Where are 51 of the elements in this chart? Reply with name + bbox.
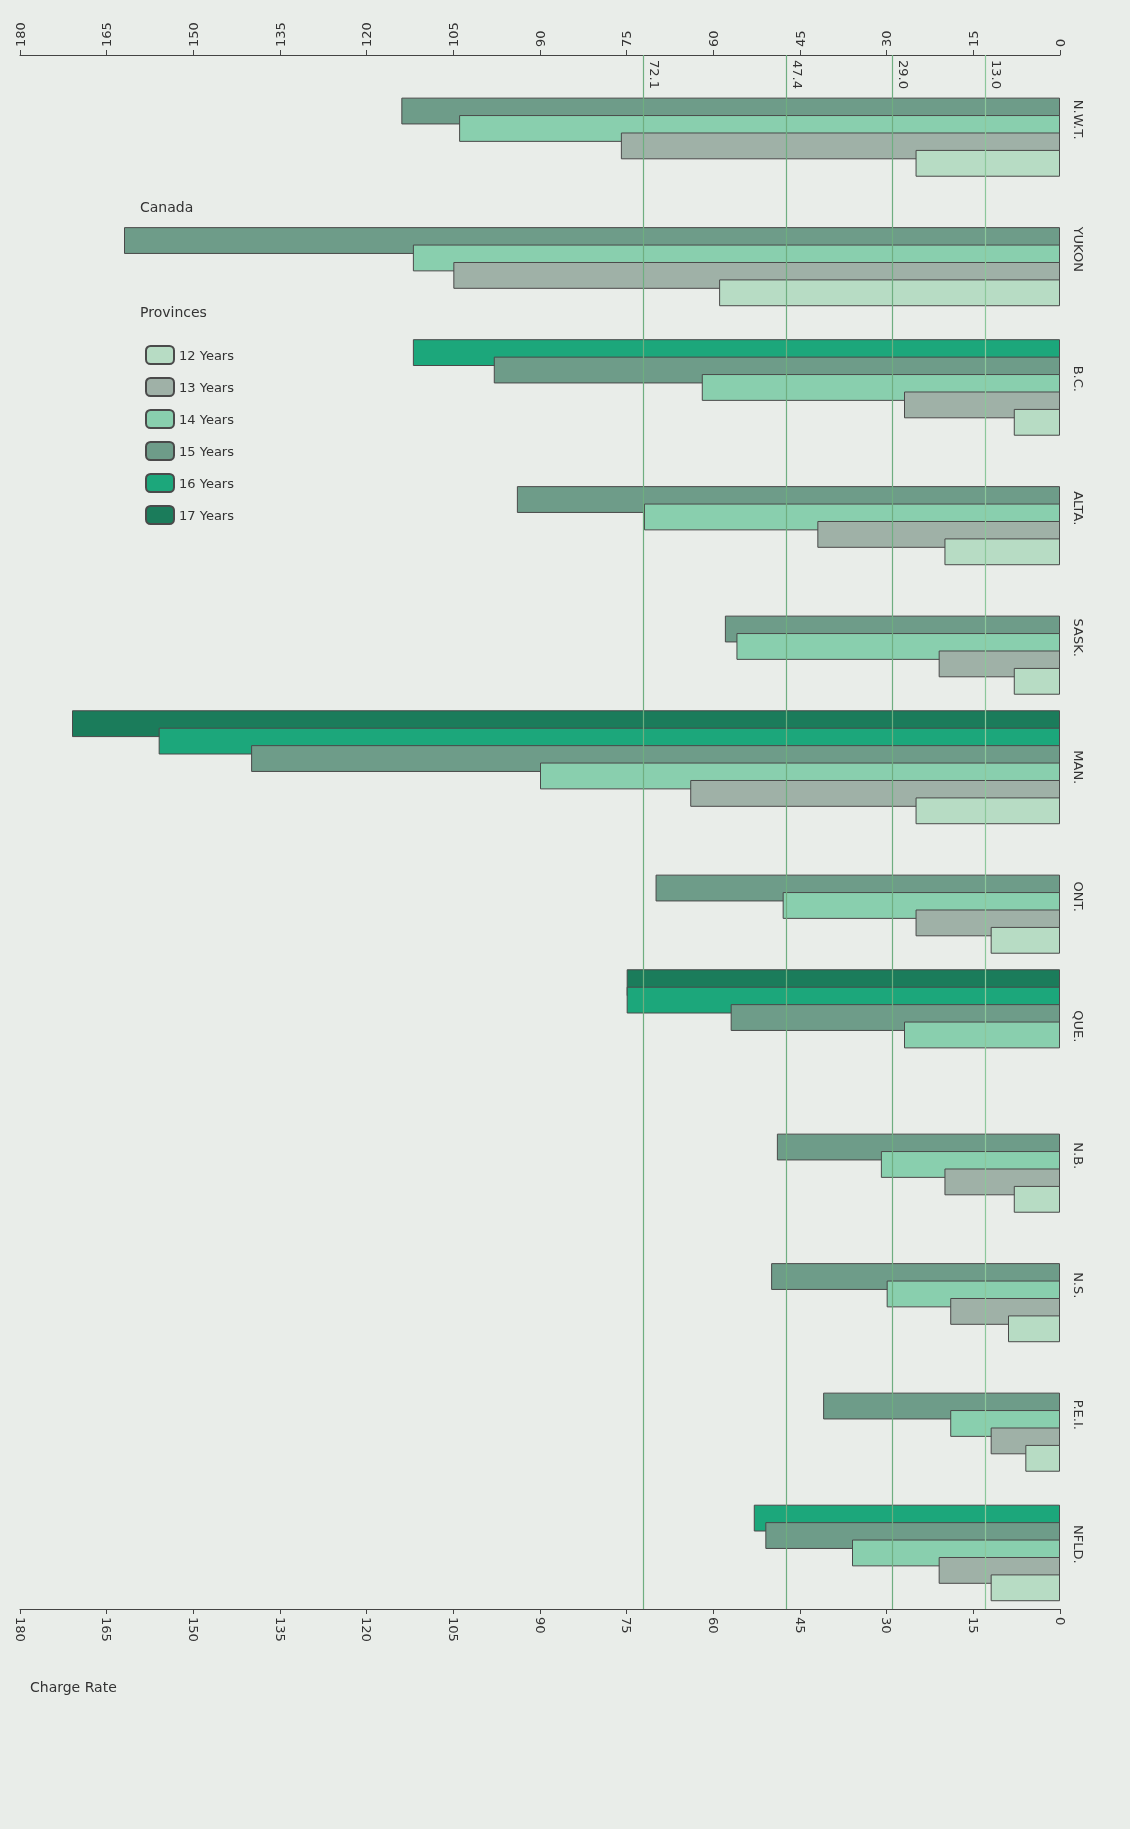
x2-tick-label: 150 [185,22,201,47]
x2-tick-label: 105 [445,22,461,47]
x2-tick-label: 120 [359,22,375,47]
y-tick-label: B.C. [1071,365,1086,392]
x2-tick-label: 45 [792,30,808,47]
y-tick-label: SASK. [1071,618,1086,657]
legend-title: Provinces [140,304,207,320]
x2-tick-label: 30 [879,30,895,47]
x2-tick-label: 75 [619,30,635,47]
x-tick-label: 15 [965,1617,981,1634]
x-tick-label: 75 [619,1617,635,1634]
x-tick-label: 45 [792,1617,808,1634]
x2-tick-label: 15 [965,30,981,47]
y-tick-label: MAN. [1071,750,1086,785]
x-tick-label: 180 [12,1617,28,1642]
ref-line-label: 29.0 [896,60,912,89]
x-axis-title: Charge Rate [30,1679,117,1695]
x2-tick-label: 90 [532,30,548,47]
y-tick-label: ALTA. [1071,491,1086,526]
x2-tick-label: 60 [705,30,721,47]
x-tick-label: 150 [185,1617,201,1642]
x-tick-label: 135 [272,1617,288,1642]
x-tick-label: 0 [1052,1617,1068,1626]
ref-line-label: 47.4 [790,60,806,89]
annotation: Canada [140,199,194,215]
legend-label: 12 Years [179,347,235,363]
ref-line-label: 13.0 [988,60,1004,89]
x2-tick-label: 135 [272,22,288,47]
y-tick-label: ONT. [1071,881,1086,912]
x-tick-label: 90 [532,1617,548,1634]
legend-label: 16 Years [179,475,235,491]
x-tick-label: 120 [359,1617,375,1642]
legend-label: 17 Years [179,507,235,523]
legend-label: 14 Years [179,411,235,427]
x-tick-label: 165 [99,1617,115,1642]
x-tick-label: 60 [705,1617,721,1634]
y-tick-label: QUE. [1071,1010,1086,1043]
legend-label: 15 Years [179,443,235,459]
ref-line-label: 72.1 [647,60,663,89]
y-tick-label: NFLD. [1071,1524,1086,1564]
x2-tick-label: 180 [12,22,28,47]
y-tick-label: N.W.T. [1071,99,1086,140]
y-tick-label: N.B. [1071,1142,1086,1170]
x2-tick-label: 0 [1052,38,1068,47]
y-tick-label: P.E.I. [1071,1399,1086,1430]
x-tick-label: 30 [879,1617,895,1634]
y-tick-label: YUKON [1071,225,1086,272]
y-tick-label: N.S. [1071,1272,1086,1299]
x2-tick-label: 165 [99,22,115,47]
legend-label: 13 Years [179,379,235,395]
x-tick-label: 105 [445,1617,461,1642]
